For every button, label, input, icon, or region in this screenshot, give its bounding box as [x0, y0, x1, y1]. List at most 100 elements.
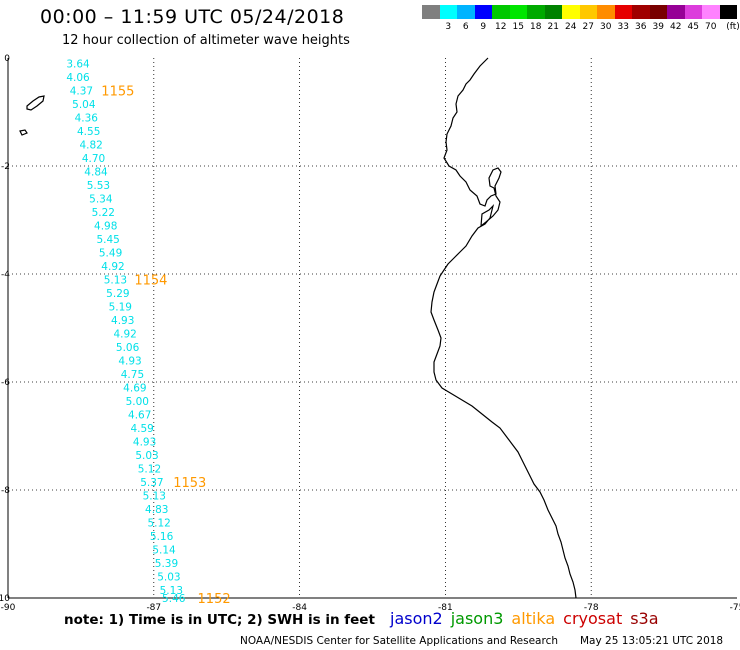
time-labels: 1155 1154 1153 1152 — [101, 84, 230, 607]
swh-reading-label: 4.82 — [79, 139, 102, 151]
x-tick-label: -87 — [146, 603, 161, 613]
pass-time-label: 1155 — [101, 84, 134, 99]
map-subtitle: 12 hour collection of altimeter wave hei… — [62, 33, 350, 48]
swh-readings: 3.64 4.064.37 5.044.36 4.554.82 4.704.84 5.53… — [66, 58, 185, 605]
swh-reading-label: 4.93 — [133, 436, 156, 448]
south-america-coastline — [430, 57, 577, 599]
swh-reading-label: 4.55 — [77, 126, 100, 138]
y-tick-label: -4 — [1, 270, 10, 280]
galapagos-san-cristobal — [19, 129, 28, 136]
legend-label: 42 — [670, 22, 682, 32]
swh-reading-label: 4.84 — [84, 166, 108, 178]
swh-reading-label: 5.12 — [138, 463, 161, 475]
swh-reading-label: 5.14 — [152, 544, 176, 556]
swh-reading-label: 5.45 — [96, 234, 119, 246]
legend-swatch — [544, 5, 562, 19]
x-tick-label: -81 — [438, 603, 453, 613]
swh-reading-label: 4.70 — [82, 153, 105, 165]
legend-swatch — [649, 5, 667, 19]
swh-reading-label: 4.67 — [128, 409, 151, 421]
satellite-name: s3a — [630, 609, 659, 628]
pass-time-label: 1153 — [173, 476, 206, 491]
swh-reading-label: 4.92 — [101, 261, 124, 273]
legend-swatch — [684, 5, 702, 19]
legend-swatch — [667, 5, 685, 19]
swh-reading-label: 4.92 — [113, 328, 136, 340]
satellite-legend: jason2 jason3 altika cryosat s3a — [390, 609, 667, 628]
legend-label: 39 — [652, 22, 664, 32]
swh-reading-label: 4.37 — [70, 85, 93, 97]
swh-reading-label: 4.59 — [130, 423, 153, 435]
legend-swatch — [457, 5, 475, 19]
legend-label: 6 — [462, 22, 469, 32]
swh-reading-label: 4.98 — [94, 220, 117, 232]
legend-unit: (ft) — [726, 22, 740, 32]
y-tick-label: 0 — [4, 54, 10, 64]
legend-label: 21 — [547, 22, 559, 32]
color-legend-labels: 3 6 9 12 15 18 21 24 27 30 33 36 39 42 45 70 (ft) — [422, 22, 740, 34]
legend-label: 24 — [565, 22, 577, 32]
swh-reading-label: 5.34 — [89, 193, 113, 205]
legend-label: 70 — [705, 22, 717, 32]
legend-swatch — [422, 5, 440, 19]
swh-reading-label: 5.12 — [147, 517, 170, 529]
legend-swatch — [474, 5, 492, 19]
map-title: 00:00 – 11:59 UTC 05/24/2018 — [40, 6, 345, 28]
y-tick-label: -2 — [1, 162, 10, 172]
legend-swatch — [492, 5, 510, 19]
swh-reading-label: 5.19 — [109, 301, 132, 313]
swh-reading-label: 4.06 — [66, 72, 90, 84]
swh-reading-label: 4.83 — [145, 504, 168, 516]
swh-reading-label: 5.46 — [162, 593, 186, 605]
legend-label: 12 — [495, 22, 507, 32]
swh-reading-label: 4.36 — [75, 112, 99, 124]
swh-reading-label: 5.13 — [104, 274, 127, 286]
coastline — [19, 57, 577, 599]
legend-swatch — [702, 5, 720, 19]
y-tick-label: -10 — [0, 594, 10, 604]
generated-timestamp: May 25 13:05:21 UTC 2018 — [580, 635, 724, 647]
legend-swatch — [562, 5, 580, 19]
legend-label: 45 — [687, 22, 699, 32]
swh-reading-label: 5.37 — [140, 477, 163, 489]
swh-reading-label: 5.00 — [126, 396, 149, 408]
satellite-name: altika — [511, 609, 556, 628]
swh-reading-label: 4.93 — [111, 315, 134, 327]
legend-swatch — [527, 5, 545, 19]
legend-swatch — [719, 5, 737, 19]
legend-swatch — [632, 5, 650, 19]
legend-swatch — [579, 5, 597, 19]
legend-label: 15 — [512, 22, 524, 32]
swh-reading-label: 5.22 — [92, 207, 115, 219]
axis-labels: -90 -87 -84 -81 -78 -75 0 -2 -4 -6 -8 -10 — [0, 54, 740, 613]
y-tick-label: -8 — [1, 486, 10, 496]
swh-reading-label: 4.75 — [121, 369, 144, 381]
legend-label: 30 — [600, 22, 612, 32]
legend-label: 36 — [635, 22, 647, 32]
swh-reading-label: 5.49 — [99, 247, 122, 259]
swh-reading-label: 5.13 — [143, 490, 166, 502]
swh-reading-label: 4.69 — [123, 382, 146, 394]
swh-reading-label: 5.39 — [155, 558, 178, 570]
satellite-name: cryosat — [563, 609, 623, 628]
legend-label: 27 — [582, 22, 594, 32]
legend-swatch — [614, 5, 632, 19]
color-legend — [422, 5, 737, 19]
swh-reading-label: 5.29 — [106, 288, 129, 300]
pass-time-label: 1154 — [134, 273, 167, 288]
satellite-name: jason2 — [390, 609, 443, 628]
swh-reading-label: 4.93 — [118, 355, 141, 367]
legend-label: 33 — [617, 22, 629, 32]
credit-text: NOAA/NESDIS Center for Satellite Applica… — [240, 635, 558, 647]
galapagos-isabela — [26, 95, 45, 111]
swh-reading-label: 5.53 — [87, 180, 110, 192]
satellite-name: jason3 — [450, 609, 504, 628]
pass-time-label: 1152 — [198, 592, 231, 607]
legend-label: 18 — [530, 22, 542, 32]
x-tick-label: -75 — [730, 603, 740, 613]
grid-lines — [7, 58, 737, 599]
x-tick-label: -78 — [584, 603, 599, 613]
swh-reading-label: 5.03 — [135, 450, 158, 462]
swh-reading-label: 5.03 — [157, 571, 180, 583]
